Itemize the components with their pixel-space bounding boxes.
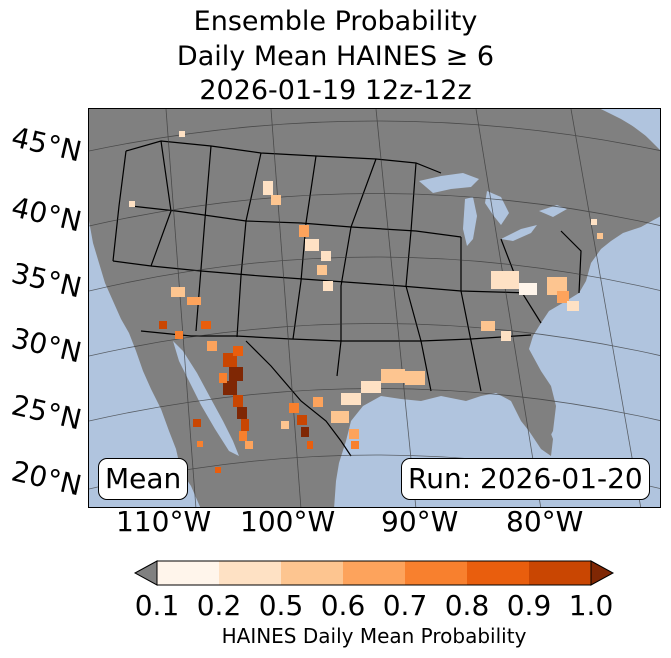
probability-cell xyxy=(233,395,243,407)
probability-cell xyxy=(201,321,211,329)
probability-cell xyxy=(321,251,331,261)
mean-label: Mean xyxy=(98,458,189,500)
probability-cell xyxy=(297,415,307,425)
title-line-1: Ensemble Probability xyxy=(193,6,478,37)
probability-cell xyxy=(281,421,289,429)
lake-ontario xyxy=(539,205,567,217)
run-date-label: Run: 2026-01-20 xyxy=(401,458,650,500)
probability-cell xyxy=(349,429,359,439)
lon-label-90: 90°W xyxy=(381,505,459,538)
lon-label-80: 80°W xyxy=(506,505,584,538)
colorbar-under-triangle xyxy=(134,560,158,586)
probability-cell xyxy=(263,181,273,195)
probability-cell xyxy=(481,321,495,331)
canada-water xyxy=(601,109,660,150)
probability-cell xyxy=(271,195,281,205)
probability-cell xyxy=(547,277,567,295)
colorbar-tick-8: 1.0 xyxy=(568,589,614,622)
colorbar-swatch xyxy=(405,561,467,585)
colorbar-label: HAINES Daily Mean Probability xyxy=(221,624,527,648)
probability-cell xyxy=(215,467,221,473)
probability-cell xyxy=(219,373,227,383)
land-florida xyxy=(506,393,553,456)
probability-cell xyxy=(361,381,381,393)
probability-cell xyxy=(223,381,237,395)
probability-cell xyxy=(129,201,135,207)
probability-cell xyxy=(229,367,243,381)
probability-cell xyxy=(405,371,425,385)
probability-cell xyxy=(501,331,511,341)
colorbar-tick-6: 0.8 xyxy=(444,589,490,622)
colorbar-over-triangle xyxy=(590,560,615,586)
probability-cell xyxy=(289,403,299,413)
probability-cell xyxy=(519,283,537,295)
lat-label-20: 20°N xyxy=(8,454,85,503)
colorbar-frame xyxy=(156,560,592,586)
colorbar-swatch xyxy=(343,561,405,585)
probability-cell xyxy=(597,233,603,239)
colorbar-tick-7: 0.9 xyxy=(506,589,552,622)
probability-cell xyxy=(557,291,569,303)
lake-superior xyxy=(419,173,479,193)
colorbar-tick-4: 0.6 xyxy=(320,589,366,622)
probability-cell xyxy=(317,265,327,275)
title-line-2: Daily Mean HAINES ≥ 6 xyxy=(176,41,495,72)
probability-cell xyxy=(233,346,243,356)
probability-cell xyxy=(159,321,167,329)
probability-cell xyxy=(237,407,247,419)
title-line-3: 2026-01-19 12z-12z xyxy=(199,75,472,106)
probability-cell xyxy=(381,369,405,383)
probability-cell xyxy=(307,441,313,449)
colorbar-swatch xyxy=(467,561,529,585)
colorbar-swatch xyxy=(529,561,591,585)
probability-cell xyxy=(299,225,309,237)
colorbar-tick-5: 0.7 xyxy=(382,589,428,622)
probability-cell xyxy=(193,419,201,427)
colorbar-swatch xyxy=(281,561,343,585)
probability-cell xyxy=(241,419,249,431)
probability-cell xyxy=(313,397,323,407)
land-baja xyxy=(151,331,215,471)
lon-label-110: 110°W xyxy=(116,505,212,538)
probability-cell xyxy=(591,219,597,225)
probability-cell xyxy=(207,341,217,351)
probability-cell xyxy=(239,431,247,441)
probability-cell xyxy=(331,411,349,423)
gulf-of-california xyxy=(173,341,239,456)
probability-cell xyxy=(491,271,519,289)
lat-label-30: 30°N xyxy=(8,321,85,370)
map-panel xyxy=(88,108,661,508)
probability-cell xyxy=(305,239,319,251)
probability-cell xyxy=(171,287,185,297)
probability-cell xyxy=(179,131,185,137)
probability-cell xyxy=(223,353,237,367)
lake-michigan xyxy=(463,197,477,246)
probability-cell xyxy=(301,427,309,437)
lat-label-25: 25°N xyxy=(8,388,85,437)
probability-cell xyxy=(187,297,201,305)
probability-cell xyxy=(197,441,203,447)
lake-erie xyxy=(501,225,537,241)
colorbar-swatch xyxy=(157,561,219,585)
lon-label-100: 100°W xyxy=(240,505,336,538)
probability-cell xyxy=(245,441,253,449)
probability-cell xyxy=(567,301,579,311)
probability-cell xyxy=(175,331,183,339)
probability-cells xyxy=(129,131,603,473)
borders xyxy=(112,140,582,457)
lat-label-40: 40°N xyxy=(8,190,85,239)
colorbar-tick-3: 0.5 xyxy=(258,589,304,622)
colorbar xyxy=(134,560,615,586)
lat-label-35: 35°N xyxy=(8,256,85,305)
colorbar-swatch xyxy=(219,561,281,585)
colorbar-tick-1: 0.1 xyxy=(134,589,180,622)
lat-label-45: 45°N xyxy=(8,120,85,169)
probability-cell xyxy=(341,393,361,405)
probability-cell xyxy=(323,281,333,291)
map-svg xyxy=(89,109,660,507)
probability-cell xyxy=(351,441,359,449)
colorbar-tick-2: 0.2 xyxy=(196,589,242,622)
